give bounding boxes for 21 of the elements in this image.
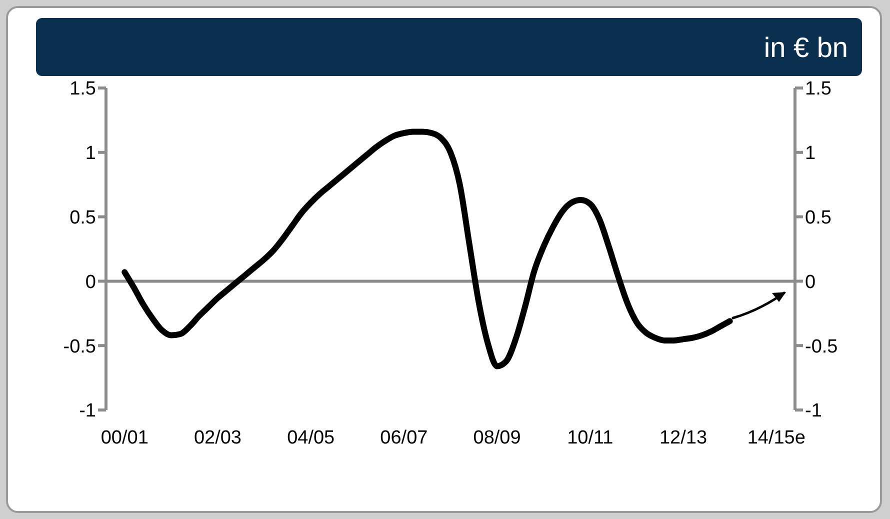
y2-tick-label: 1.5 bbox=[805, 78, 832, 100]
y-tick-label: 0.5 bbox=[70, 208, 96, 229]
y-tick-label: -1 bbox=[79, 400, 96, 422]
y2-tick-label: 1 bbox=[805, 143, 816, 164]
x-tick-label: 00/01 bbox=[100, 427, 148, 448]
y2-tick-label: 0.5 bbox=[805, 208, 832, 229]
x-tick-label: 12/13 bbox=[659, 427, 708, 448]
x-tick-label: 02/03 bbox=[194, 427, 242, 448]
x-tick-label: 06/07 bbox=[380, 427, 428, 448]
y-tick-label: 1.5 bbox=[70, 78, 96, 100]
y2-tick-label: -0.5 bbox=[805, 336, 838, 358]
chart-subtitle: in € bn bbox=[764, 32, 848, 64]
x-tick-label: 14/15e bbox=[747, 427, 806, 448]
y2-tick-label: -1 bbox=[805, 400, 822, 422]
x-tick-label: 10/11 bbox=[567, 427, 614, 448]
y-tick-label: 1 bbox=[85, 143, 96, 164]
x-tick-label: 04/05 bbox=[287, 427, 335, 448]
y-tick-label: -0.5 bbox=[63, 336, 96, 358]
x-tick-label: 08/09 bbox=[473, 427, 521, 448]
y-tick-label: 0 bbox=[85, 272, 96, 293]
y2-tick-label: 0 bbox=[805, 272, 816, 293]
